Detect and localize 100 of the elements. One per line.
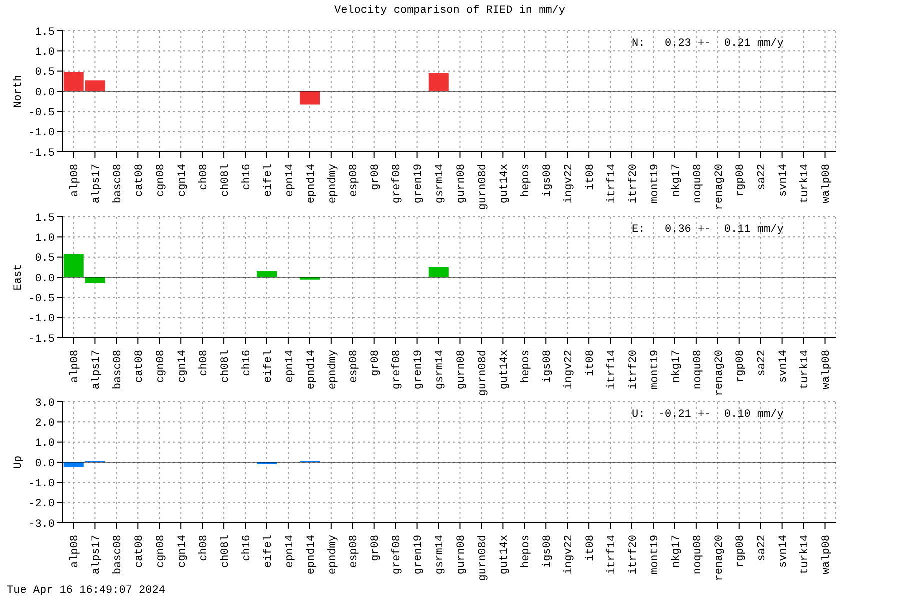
x-tick-label: gut14x [499, 534, 512, 575]
x-tick-label: svn14 [778, 350, 790, 384]
x-tick-label: ch08l [220, 164, 232, 198]
x-tick-label: noqu08 [692, 164, 704, 204]
x-tick-label: ingv22 [563, 164, 576, 204]
x-tick-label: hepos [520, 350, 533, 384]
x-tick-label: alp08 [70, 535, 82, 568]
y-tick-label: -1.5 [28, 148, 55, 160]
bar [85, 278, 106, 284]
x-tick-label: nkg17 [670, 350, 683, 384]
x-tick-label: epn14 [284, 534, 296, 568]
x-tick-label: gut14x [499, 164, 512, 204]
text: Tue Apr 16 16:49:07 2024 [7, 585, 166, 597]
x-tick-label: ch16 [241, 350, 254, 376]
x-tick-label: turk14 [800, 164, 812, 204]
x-tick-label: ch08l [220, 350, 232, 384]
y-tick-label: -1.0 [28, 478, 55, 491]
x-tick-label: gurn08d [478, 535, 490, 582]
x-tick-label: itrf20 [628, 350, 640, 390]
x-tick-label: cgn08 [155, 350, 168, 384]
x-tick-label: itrf20 [628, 535, 640, 575]
x-tick-label: gren19 [413, 164, 426, 204]
y-tick-label: -1.0 [28, 314, 55, 326]
x-tick-label: ingv22 [563, 535, 576, 575]
y-tick-label: 0.5 [35, 253, 55, 266]
x-tick-label: gsrm14 [434, 534, 447, 575]
x-tick-label: itrf14 [606, 350, 618, 390]
x-tick-label: epndmy [327, 350, 340, 390]
x-tick-label: alps17 [91, 535, 104, 575]
x-tick-label: epnd14 [306, 350, 318, 390]
x-tick-label: igs08 [542, 350, 554, 384]
x-tick-label: renag20 [714, 350, 726, 396]
x-tick-label: esp08 [348, 164, 361, 198]
x-tick-label: nkg17 [670, 535, 683, 568]
x-tick-label: gurn08 [456, 535, 468, 575]
x-tick-label: walp08 [821, 350, 834, 390]
x-tick-label: cat08 [134, 535, 146, 568]
x-tick-label: turk14 [800, 534, 812, 575]
x-tick-label: ingv22 [563, 350, 576, 390]
x-tick-label: ch16 [241, 164, 254, 190]
y-tick-label: 3.0 [35, 398, 55, 410]
x-tick-label: ch08 [198, 350, 210, 376]
x-tick-label: eifel [262, 164, 275, 198]
x-tick-label: gren19 [413, 350, 426, 390]
chart-title: Velocity comparison of RIED in mm/y [333, 5, 567, 17]
x-tick-label: itrf14 [606, 164, 618, 204]
x-tick-label: it08 [584, 350, 597, 376]
x-tick-label: rgp08 [735, 164, 748, 198]
x-tick-label: epnd14 [306, 164, 318, 204]
bar [300, 92, 320, 105]
y-axis-title: North [12, 74, 25, 108]
x-tick-label: gurn08d [478, 164, 490, 210]
x-tick-label: cat08 [134, 164, 146, 198]
x-tick-label: sa22 [756, 350, 769, 376]
y-tick-label: -2.0 [28, 498, 55, 511]
x-tick-label: igs08 [542, 535, 554, 568]
x-tick-label: ch16 [241, 535, 254, 562]
x-tick-label: svn14 [778, 534, 790, 568]
x-tick-label: svn14 [778, 164, 790, 198]
x-tick-label: cgn08 [155, 535, 168, 568]
x-tick-label: basc08 [112, 535, 125, 575]
x-tick-label: gref08 [392, 350, 404, 390]
y-axis-title: East [12, 264, 25, 291]
y-tick-label: -1.5 [28, 334, 55, 346]
x-tick-label: cgn08 [155, 164, 168, 198]
y-tick-label: 0.5 [35, 67, 55, 80]
x-tick-label: noqu08 [692, 350, 704, 390]
x-tick-label: esp08 [348, 535, 361, 568]
x-tick-label: alp08 [70, 350, 82, 384]
y-tick-label: 1.0 [35, 233, 55, 246]
x-tick-label: gr08 [370, 535, 382, 562]
x-tick-label: gurn08d [478, 350, 490, 396]
y-tick-label: 1.0 [35, 438, 55, 450]
x-tick-label: epndmy [327, 534, 340, 575]
x-tick-label: gut14x [499, 350, 512, 390]
x-tick-label: gsrm14 [434, 164, 447, 204]
x-tick-label: gref08 [392, 164, 404, 204]
x-tick-label: gurn08 [456, 164, 468, 204]
x-tick-label: mont19 [649, 164, 662, 204]
y-tick-label: 0.0 [35, 87, 55, 100]
x-tick-label: walp08 [821, 535, 834, 575]
x-tick-label: ch08 [198, 535, 210, 562]
y-tick-label: 1.5 [35, 212, 55, 225]
x-tick-label: mont19 [649, 535, 662, 575]
x-tick-label: alps17 [91, 164, 104, 204]
x-tick-label: ch08l [220, 535, 232, 568]
y-tick-label: 1.5 [35, 26, 55, 39]
x-tick-label: epndmy [327, 164, 340, 204]
y-tick-label: 0.0 [35, 458, 55, 470]
x-tick-label: rgp08 [735, 535, 748, 568]
x-tick-label: epnd14 [306, 534, 318, 575]
x-tick-label: igs08 [542, 164, 554, 198]
y-tick-label: 1.0 [35, 47, 55, 60]
x-tick-label: gr08 [370, 350, 382, 376]
x-tick-label: mont19 [649, 350, 662, 390]
bar [64, 254, 84, 278]
x-tick-label: cgn14 [176, 164, 189, 198]
x-tick-label: epn14 [284, 350, 296, 384]
x-tick-label: hepos [520, 164, 533, 198]
x-tick-label: sa22 [756, 535, 769, 562]
